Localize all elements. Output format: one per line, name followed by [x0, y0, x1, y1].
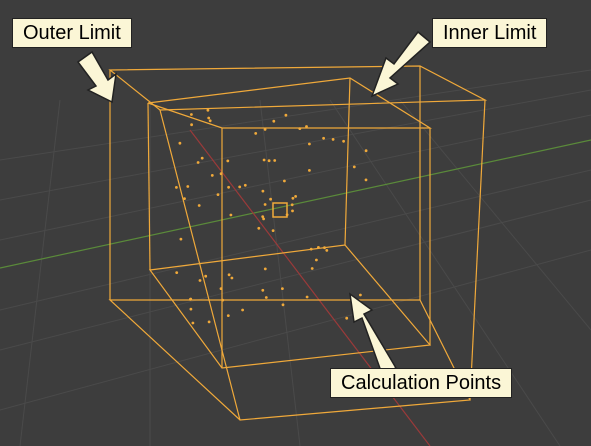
calculation-point — [273, 159, 276, 162]
calculation-point — [308, 143, 311, 146]
calculation-point — [282, 303, 285, 306]
calculation-point — [183, 197, 186, 200]
calculation-point — [342, 140, 345, 143]
calculation-point — [292, 197, 295, 200]
calculation-point-group — [175, 109, 368, 325]
calculation-point — [264, 268, 267, 271]
calculation-point — [286, 213, 289, 216]
inner-limit-label: Inner Limit — [432, 18, 547, 48]
calculation-point — [244, 184, 247, 187]
calculation-point — [365, 149, 368, 152]
outer-limit-label: Outer Limit — [12, 18, 132, 48]
calculation-points-label: Calculation Points — [330, 368, 512, 398]
calculation-point — [353, 166, 356, 169]
calculation-point — [332, 138, 335, 141]
calculation-point — [359, 294, 362, 297]
calculation-point — [179, 142, 182, 145]
calculation-point — [228, 273, 231, 276]
calculation-point — [227, 186, 230, 189]
y-axis-line — [0, 140, 591, 268]
calculation-point — [268, 159, 271, 162]
calculation-point — [209, 119, 212, 122]
calculation-point — [189, 298, 192, 301]
calculation-point — [315, 259, 318, 262]
calculation-point — [263, 159, 266, 162]
calculation-point — [254, 132, 257, 135]
calculation-point — [310, 248, 313, 251]
callout-arrows — [78, 32, 430, 374]
calculation-point — [272, 229, 275, 232]
calculation-point — [257, 227, 260, 230]
calculation-point — [298, 127, 301, 130]
calculation-point — [197, 161, 200, 164]
calculation-point — [283, 180, 286, 183]
calculation-point — [345, 317, 348, 320]
calculation-point — [238, 186, 241, 189]
calculation-point — [220, 287, 223, 290]
calculation-point — [175, 271, 178, 274]
calculation-point — [190, 123, 193, 126]
calculation-point — [285, 114, 288, 117]
calculation-point — [322, 137, 325, 140]
calculation-point — [241, 309, 244, 312]
calculation-point — [294, 195, 297, 198]
calculation-point — [231, 277, 234, 280]
calculation-point — [190, 308, 193, 311]
calculation-point — [261, 215, 264, 218]
viewport: Outer Limit Inner Limit Calculation Poin… — [0, 0, 591, 446]
calculation-point — [325, 249, 328, 252]
calculation-point — [190, 113, 193, 116]
calculation-point — [281, 287, 284, 290]
calculation-point — [201, 157, 204, 160]
calculation-point — [227, 314, 230, 317]
calculation-point — [207, 109, 210, 112]
calculation-point — [220, 172, 223, 175]
calculation-point — [198, 204, 201, 207]
calculation-point — [192, 322, 195, 325]
calculation-point — [308, 169, 311, 172]
calculation-point — [264, 203, 267, 206]
calculation-point — [264, 128, 267, 131]
outer-limit-box — [110, 66, 485, 420]
calculation-point — [291, 210, 294, 213]
calculation-point — [365, 179, 368, 182]
calculation-point — [317, 246, 320, 249]
calculation-point — [217, 193, 220, 196]
calculation-point — [186, 185, 189, 188]
calculation-point — [175, 186, 178, 189]
calculation-point — [311, 267, 314, 270]
calculation-point — [272, 120, 275, 123]
calculation-point — [208, 321, 211, 324]
calculation-point — [305, 125, 308, 128]
calculation-point — [180, 238, 183, 241]
calculation-point — [230, 214, 233, 217]
probe-center — [273, 203, 287, 217]
calculation-point — [306, 296, 309, 299]
calculation-point — [221, 299, 224, 302]
calculation-point — [323, 246, 326, 249]
calculation-point — [269, 198, 272, 201]
inner-limit-box — [148, 78, 430, 368]
x-axis-line — [190, 130, 430, 446]
calculation-point — [199, 279, 202, 282]
calculation-point — [261, 289, 264, 292]
calculation-point — [265, 296, 268, 299]
calculation-point — [226, 160, 229, 163]
calculation-point — [204, 275, 207, 278]
calculation-point — [291, 203, 294, 206]
calculation-point — [207, 117, 210, 120]
calculation-point — [211, 174, 214, 177]
calculation-point — [262, 190, 265, 193]
